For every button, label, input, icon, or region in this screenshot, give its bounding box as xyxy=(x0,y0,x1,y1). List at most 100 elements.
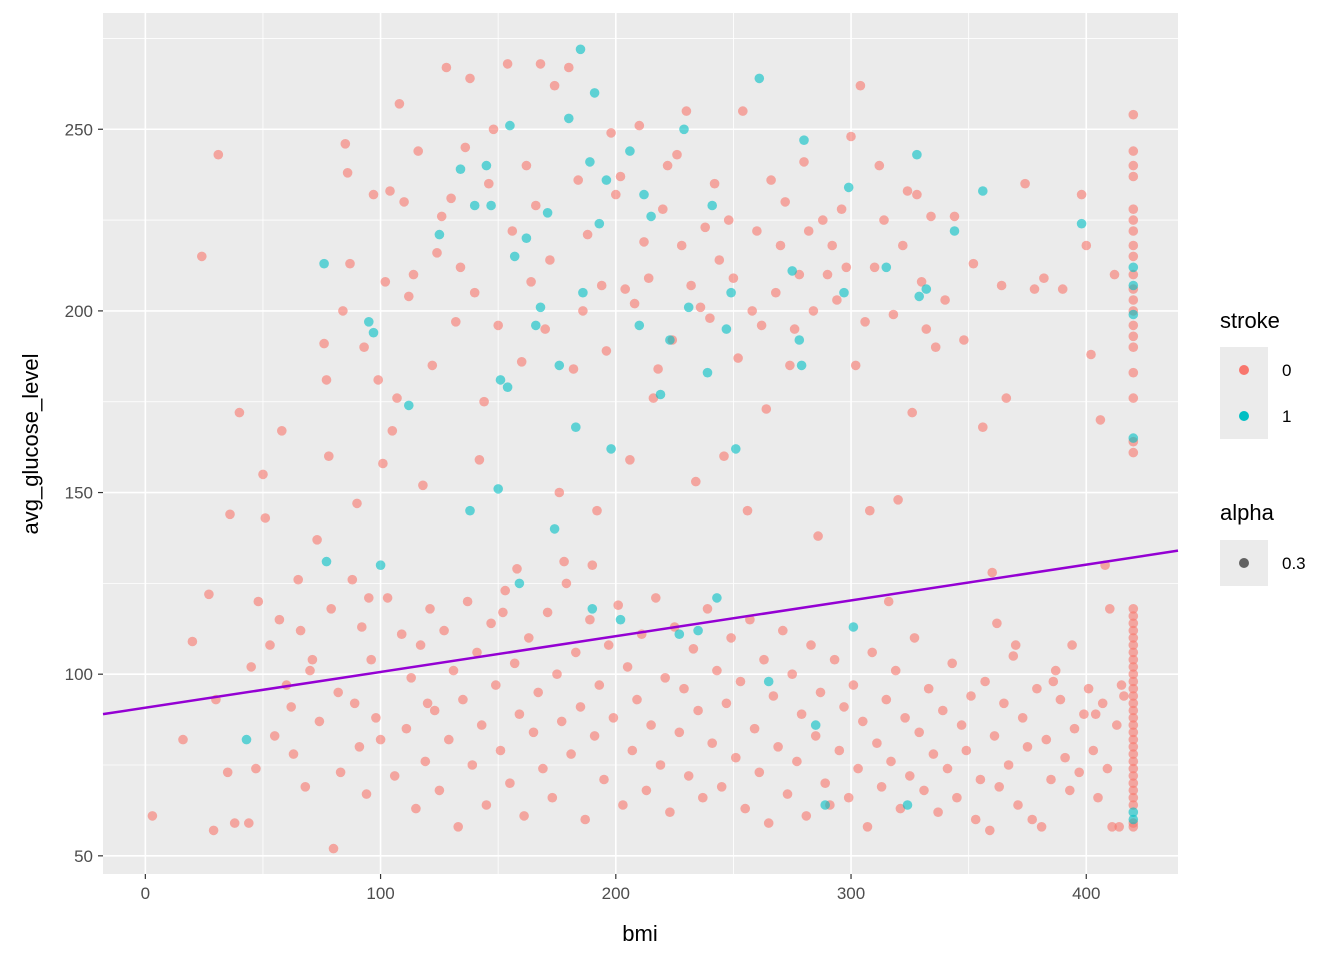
point-stroke-0 xyxy=(587,560,598,570)
point-stroke-0 xyxy=(251,763,261,774)
point-stroke-0 xyxy=(1008,651,1019,661)
point-stroke-0 xyxy=(836,204,847,214)
point-stroke-0 xyxy=(926,211,936,222)
point-stroke-1 xyxy=(639,189,649,200)
point-stroke-0 xyxy=(474,455,485,465)
point-stroke-1 xyxy=(465,505,475,516)
point-stroke-0 xyxy=(1128,756,1139,767)
point-stroke-0 xyxy=(970,814,981,825)
point-stroke-0 xyxy=(575,702,586,712)
point-stroke-0 xyxy=(869,262,880,273)
point-stroke-0 xyxy=(519,811,529,821)
point-stroke-0 xyxy=(740,803,750,814)
point-stroke-0 xyxy=(561,578,572,589)
point-stroke-0 xyxy=(799,157,809,167)
x-tick-label: 200 xyxy=(602,884,630,903)
point-stroke-0 xyxy=(1093,792,1103,803)
point-stroke-0 xyxy=(564,62,574,73)
point-stroke-0 xyxy=(1048,676,1059,687)
point-stroke-0 xyxy=(985,825,995,836)
point-stroke-0 xyxy=(1102,763,1113,774)
point-stroke-0 xyxy=(900,713,910,723)
point-stroke-0 xyxy=(1128,109,1139,120)
y-tick-label: 100 xyxy=(65,665,93,684)
point-stroke-0 xyxy=(723,215,734,225)
point-stroke-0 xyxy=(286,702,297,712)
point-stroke-0 xyxy=(392,393,402,403)
point-stroke-0 xyxy=(608,713,619,723)
point-stroke-0 xyxy=(601,346,612,356)
point-stroke-0 xyxy=(521,160,532,171)
point-stroke-0 xyxy=(872,738,882,748)
point-stroke-0 xyxy=(1128,727,1139,738)
point-stroke-0 xyxy=(340,139,351,149)
point-stroke-0 xyxy=(818,215,828,225)
point-stroke-1 xyxy=(799,135,809,145)
point-stroke-0 xyxy=(399,197,409,207)
point-stroke-0 xyxy=(225,509,235,520)
point-stroke-0 xyxy=(361,789,372,799)
point-stroke-0 xyxy=(582,229,593,240)
point-stroke-0 xyxy=(1128,749,1139,759)
point-stroke-1 xyxy=(794,335,805,345)
point-stroke-0 xyxy=(396,629,407,639)
point-stroke-0 xyxy=(352,498,362,509)
point-stroke-0 xyxy=(615,171,626,182)
point-stroke-0 xyxy=(197,251,207,262)
point-stroke-0 xyxy=(749,723,760,734)
point-stroke-0 xyxy=(792,756,802,767)
point-stroke-0 xyxy=(1069,723,1080,734)
point-stroke-1 xyxy=(726,287,736,298)
point-stroke-0 xyxy=(980,676,990,687)
point-stroke-0 xyxy=(705,313,715,324)
point-stroke-0 xyxy=(187,636,198,647)
legend-label-1: 1 xyxy=(1282,407,1291,426)
point-stroke-0 xyxy=(538,763,548,774)
point-stroke-0 xyxy=(676,240,687,251)
grid-major xyxy=(103,13,1178,874)
point-stroke-0 xyxy=(848,680,859,690)
point-stroke-0 xyxy=(679,683,689,694)
point-stroke-0 xyxy=(312,535,322,545)
point-stroke-0 xyxy=(505,778,515,788)
point-stroke-0 xyxy=(1128,393,1139,403)
point-stroke-0 xyxy=(1095,415,1106,425)
y-axis: 50 100 150 200 250 xyxy=(65,120,103,866)
point-stroke-1 xyxy=(375,560,386,570)
grid-minor xyxy=(103,13,1178,874)
point-stroke-1 xyxy=(319,258,329,269)
point-stroke-0 xyxy=(531,200,541,211)
point-stroke-0 xyxy=(1128,669,1139,679)
point-stroke-0 xyxy=(841,262,852,273)
point-stroke-0 xyxy=(382,593,393,603)
point-stroke-0 xyxy=(580,814,590,825)
point-stroke-1 xyxy=(679,124,689,135)
point-stroke-1 xyxy=(578,287,588,298)
point-stroke-0 xyxy=(1128,160,1139,171)
point-stroke-0 xyxy=(1050,665,1061,676)
point-stroke-0 xyxy=(886,756,896,767)
point-stroke-1 xyxy=(625,146,635,156)
point-stroke-0 xyxy=(834,745,845,756)
point-stroke-0 xyxy=(253,596,264,607)
point-stroke-0 xyxy=(700,222,710,233)
point-stroke-0 xyxy=(213,149,224,160)
point-stroke-0 xyxy=(966,691,976,701)
point-stroke-0 xyxy=(1060,752,1070,763)
point-stroke-0 xyxy=(646,720,656,730)
point-stroke-0 xyxy=(625,455,635,465)
y-tick-label: 250 xyxy=(65,120,93,139)
point-stroke-0 xyxy=(876,782,887,792)
point-stroke-0 xyxy=(940,295,950,305)
point-stroke-0 xyxy=(1112,720,1122,730)
point-stroke-0 xyxy=(422,698,433,709)
point-stroke-0 xyxy=(634,120,645,131)
point-stroke-0 xyxy=(418,480,428,491)
point-stroke-1 xyxy=(521,233,532,243)
point-stroke-0 xyxy=(893,495,903,505)
point-stroke-0 xyxy=(371,713,381,723)
point-stroke-0 xyxy=(269,731,280,741)
point-stroke-0 xyxy=(888,309,899,320)
point-stroke-0 xyxy=(1128,215,1139,225)
